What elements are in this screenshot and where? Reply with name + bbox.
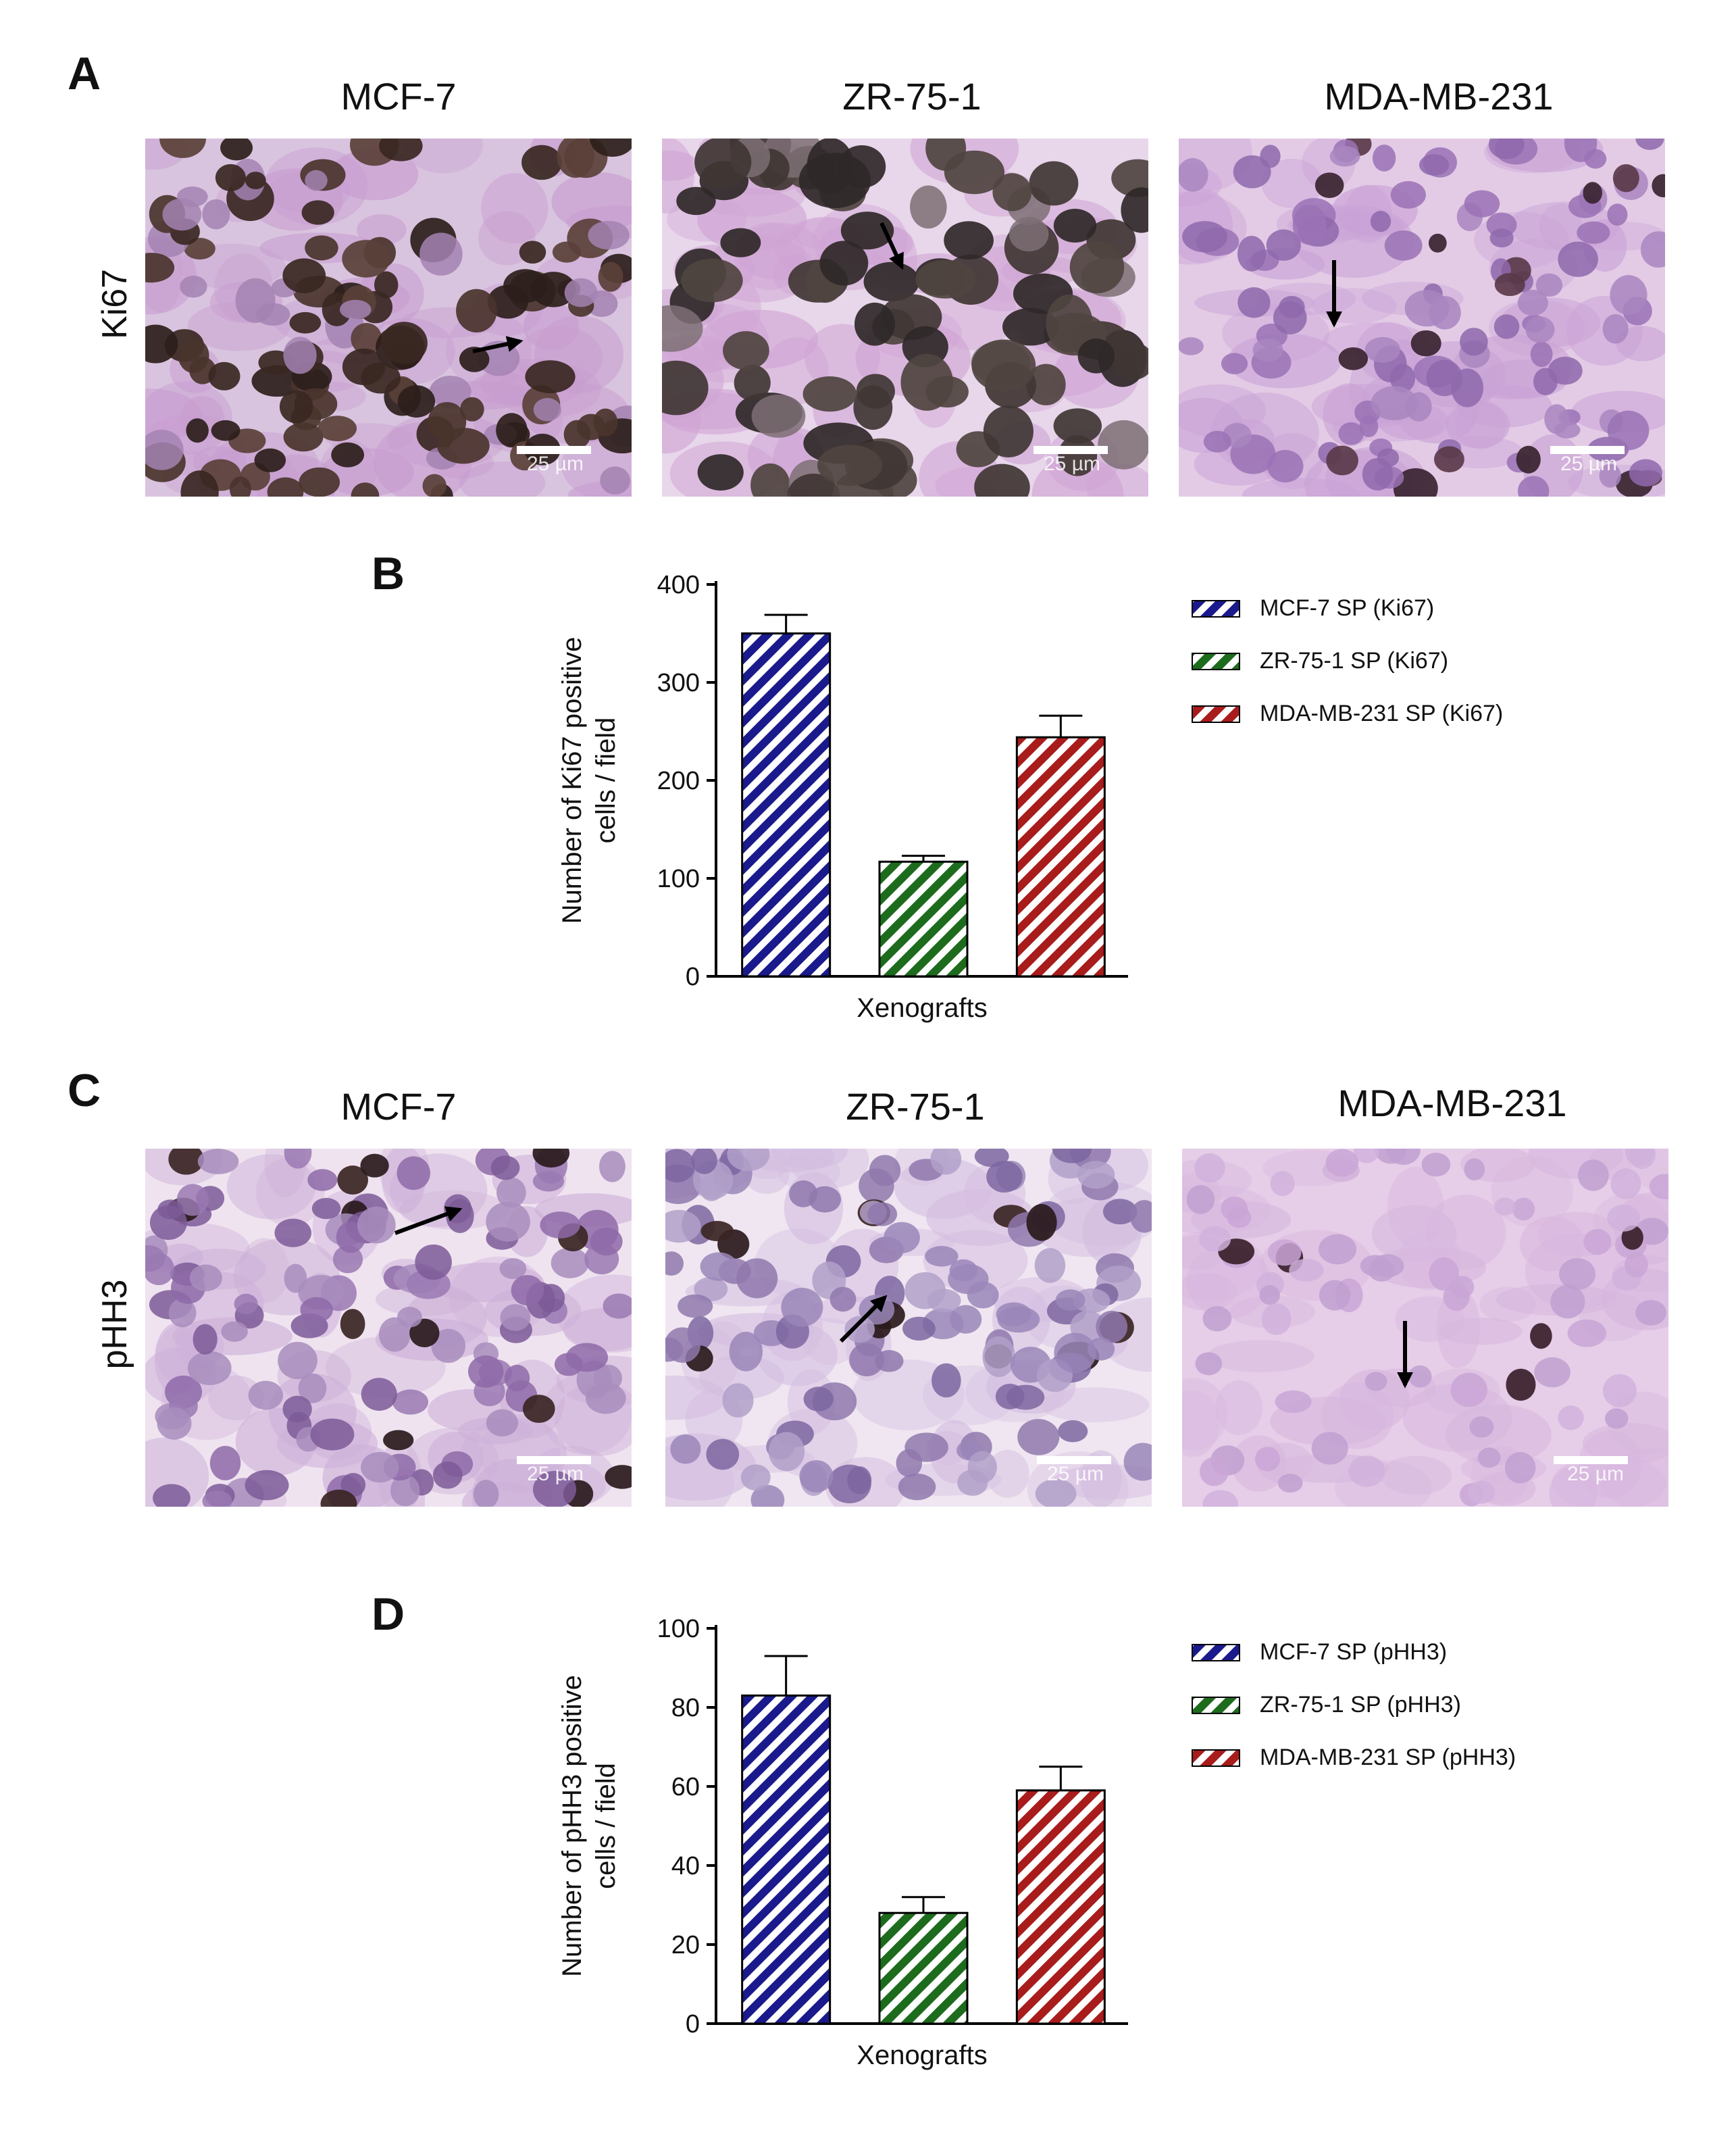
micrograph-ki67-zr751 xyxy=(662,139,1148,497)
legend-swatch xyxy=(1192,1644,1240,1661)
legend-swatch xyxy=(1192,653,1240,670)
panel-label-a: A xyxy=(68,48,101,99)
y-tick-label: 60 xyxy=(671,1773,700,1801)
bar-chart-svg: 0 100 200 300 400 Number of Ki67 positive cell… xyxy=(557,571,1503,1023)
legend-label: ZR-75-1 SP (Ki67) xyxy=(1260,648,1448,674)
bar xyxy=(1015,1789,1106,2025)
legend-label: MCF-7 SP (pHH3) xyxy=(1260,1639,1447,1665)
micrograph-phh3-zr751 xyxy=(665,1149,1152,1507)
bar xyxy=(1015,736,1106,978)
arrow-indicator xyxy=(472,336,524,353)
micrograph-ki67-mdamb231 xyxy=(1179,139,1665,497)
scale-bar-label: 25 µm xyxy=(1047,1463,1104,1485)
chart-ki67: 0 100 200 300 400 Number of Ki67 positive cell… xyxy=(527,554,1608,1047)
bar-chart-svg: 0 20 40 60 80 100 Number of pHH3 positive cells… xyxy=(557,1615,1516,2070)
y-tick-label: 100 xyxy=(657,865,700,893)
legend-label: MDA-MB-231 SP (pHH3) xyxy=(1260,1745,1516,1770)
arrow-indicator xyxy=(839,1295,888,1343)
micrograph-phh3-mdamb231 xyxy=(1182,1149,1668,1507)
y-axis-title: Number of pHH3 positive cells / field xyxy=(557,1675,621,1977)
scale-bar-label: 25 µm xyxy=(527,1463,584,1485)
legend-label: MDA-MB-231 SP (Ki67) xyxy=(1260,701,1503,726)
legend-label: MCF-7 SP (Ki67) xyxy=(1260,595,1434,621)
scale-bar-label: 25 µm xyxy=(1560,453,1617,475)
y-tick-label: 80 xyxy=(671,1694,700,1722)
micrograph-phh3-mcf7 xyxy=(145,1149,632,1507)
y-tick-label: 0 xyxy=(686,2010,700,2038)
legend-swatch xyxy=(1192,705,1240,723)
panel-label-c: C xyxy=(68,1065,101,1116)
scale-bar-label: 25 µm xyxy=(527,453,584,475)
panel-label-b: B xyxy=(372,548,405,599)
legend-label: ZR-75-1 SP (pHH3) xyxy=(1260,1692,1461,1718)
col-title-mdamb231-c: MDA-MB-231 xyxy=(1337,1082,1567,1124)
col-title-mcf7-a: MCF-7 xyxy=(340,75,457,118)
y-tick-label: 200 xyxy=(657,767,700,795)
bar xyxy=(741,1694,832,2025)
legend-swatch xyxy=(1192,600,1240,618)
micrograph-ki67-mcf7 xyxy=(145,139,632,497)
legend-swatch xyxy=(1192,1697,1240,1714)
y-tick-label: 20 xyxy=(671,1931,700,1959)
scale-bar-label: 25 µm xyxy=(1044,453,1100,475)
col-title-zr751-c: ZR-75-1 xyxy=(846,1085,985,1128)
col-title-mcf7-c: MCF-7 xyxy=(340,1085,457,1128)
col-title-zr751-a: ZR-75-1 xyxy=(842,75,981,118)
scale-bar-label: 25 µm xyxy=(1567,1463,1624,1485)
x-axis-title: Xenografts xyxy=(857,2040,987,2070)
col-title-mdamb231-a: MDA-MB-231 xyxy=(1324,75,1554,118)
bar xyxy=(878,1911,969,2025)
legend-swatch xyxy=(1192,1749,1240,1767)
y-tick-label: 100 xyxy=(657,1615,700,1643)
panel-label-d: D xyxy=(372,1588,405,1640)
arrow-indicator xyxy=(879,222,904,270)
bar xyxy=(878,860,969,978)
bar xyxy=(741,632,832,978)
y-tick-label: 40 xyxy=(671,1852,700,1880)
y-tick-label: 0 xyxy=(686,963,700,991)
arrow-indicator xyxy=(394,1206,463,1235)
x-axis-title: Xenografts xyxy=(857,993,987,1023)
y-tick-label: 400 xyxy=(657,571,700,599)
y-tick-label: 300 xyxy=(657,669,700,697)
chart-phh3: 0 20 40 60 80 100 Number of pHH3 positive cells… xyxy=(527,1598,1608,2111)
y-axis-title: Number of Ki67 positive cells / field xyxy=(557,637,621,924)
